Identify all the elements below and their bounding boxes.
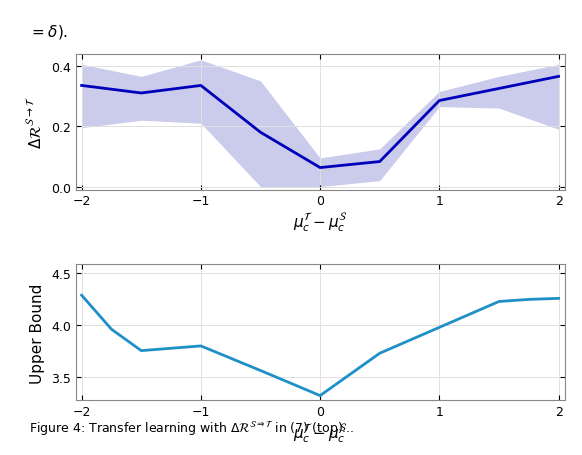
X-axis label: $\mu_c^{\mathcal{T}} - \mu_c^{\mathcal{S}}$: $\mu_c^{\mathcal{T}} - \mu_c^{\mathcal{S… [293,211,347,233]
Text: $= \delta).$: $= \delta).$ [29,23,68,40]
Y-axis label: Upper Bound: Upper Bound [30,283,45,383]
Y-axis label: $\Delta\mathcal{R}^{\mathcal{S}\rightarrow\mathcal{T}}$: $\Delta\mathcal{R}^{\mathcal{S}\rightarr… [27,96,45,149]
Text: Figure 4: Transfer learning with $\Delta\mathcal{R}^{\mathcal{S}\Rightarrow\math: Figure 4: Transfer learning with $\Delta… [29,418,354,437]
X-axis label: $\mu_c^{\mathcal{T}} - \mu_c^{\mathcal{S}}$: $\mu_c^{\mathcal{T}} - \mu_c^{\mathcal{S… [293,421,347,444]
